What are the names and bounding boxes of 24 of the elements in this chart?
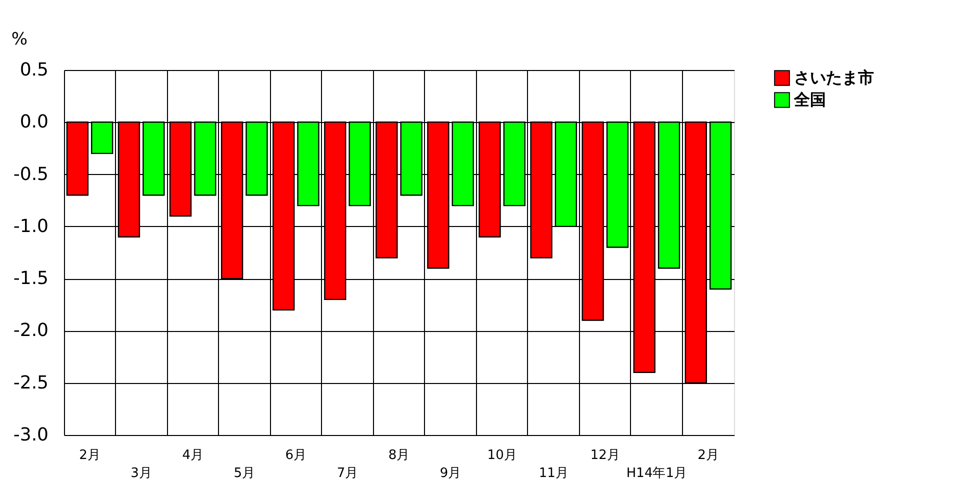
x-tick-label: 8月 (388, 448, 410, 463)
y-tick-label: -1.0 (13, 216, 48, 237)
y-tick-label: -2.5 (13, 372, 48, 394)
x-tick-label: 12月 (590, 448, 620, 463)
x-tick-label: 6月 (285, 448, 307, 463)
x-tick-label: 2月 (79, 448, 100, 463)
x-tick-label: 2月 (698, 448, 719, 463)
y-axis-title: % (11, 30, 28, 50)
x-tick-label: 4月 (182, 448, 204, 463)
y-tick-label: -2.0 (13, 320, 48, 342)
x-tick-label: H14年1月 (626, 466, 687, 481)
x-tick-label: 11月 (538, 466, 568, 481)
legend-label: 全国 (793, 90, 826, 109)
x-tick-label: 10月 (487, 448, 517, 463)
y-tick-label: -0.5 (13, 164, 48, 185)
y-tick-label: 0.5 (20, 60, 48, 80)
y-tick-label: 0.0 (20, 112, 48, 133)
legend-label: さいたま市 (794, 68, 874, 87)
x-tick-label: 7月 (336, 466, 358, 481)
y-tick-label: -3.0 (13, 424, 48, 446)
x-tick-label: 5月 (234, 466, 256, 481)
x-tick-label: 3月 (130, 466, 152, 481)
y-tick-label: -1.5 (13, 268, 48, 290)
x-tick-label: 9月 (440, 466, 462, 481)
